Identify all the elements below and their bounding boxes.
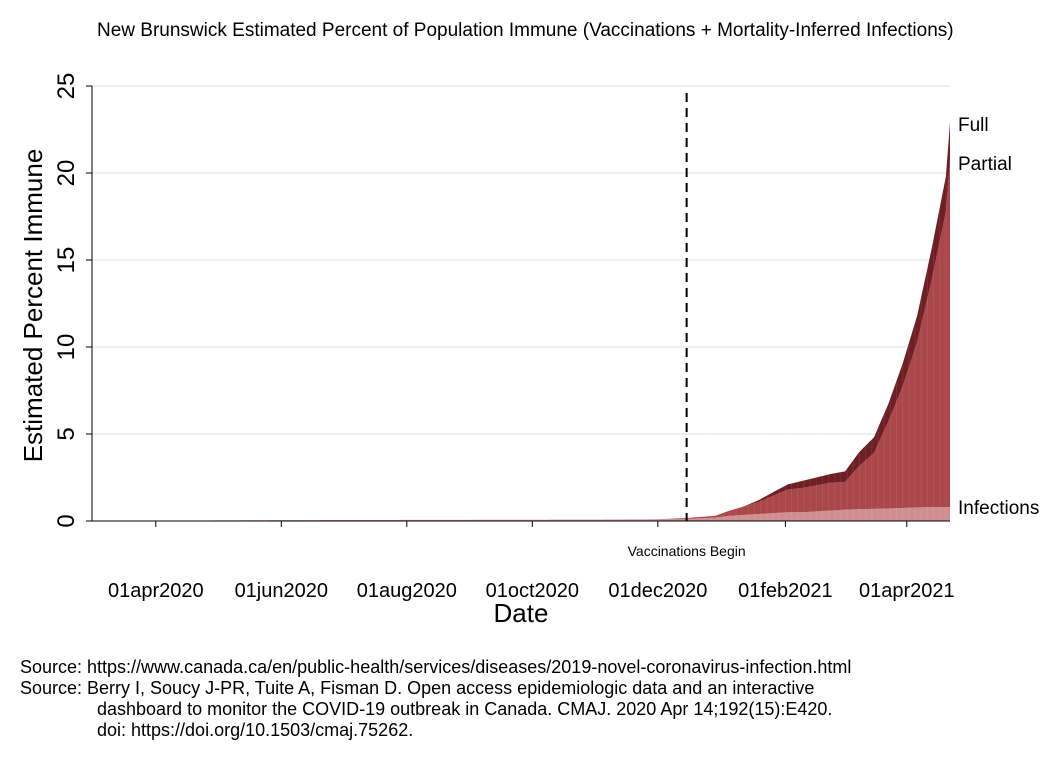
y-tick-label: 10 <box>53 334 80 361</box>
area-infections <box>92 507 950 521</box>
chart-title: New Brunswick Estimated Percent of Popul… <box>97 20 954 41</box>
x-tick-label: 01aug2020 <box>357 580 457 602</box>
x-tick-label: 01apr2021 <box>859 580 955 602</box>
series-label-infections: Infections <box>958 498 1039 519</box>
stacked-areas <box>92 86 950 521</box>
series-label-full: Full <box>958 115 989 136</box>
x-tick-label: 01feb2021 <box>738 580 833 602</box>
y-tick-label: 20 <box>53 160 80 187</box>
vaccinations-begin-label: Vaccinations Begin <box>628 543 746 559</box>
x-tick-label: 01jun2020 <box>235 580 328 602</box>
axis-labels: 0 5 10 15 20 25 01apr2020 01jun2020 01aug2020 01o… <box>18 73 1039 628</box>
source-line-4: doi: https://doi.org/10.1503/cmaj.75262. <box>97 720 414 740</box>
source-line-1: Source: https://www.canada.ca/en/public-… <box>20 657 852 677</box>
area-full <box>92 122 950 521</box>
y-axis-title: Estimated Percent Immune <box>18 149 48 463</box>
series-label-partial: Partial <box>958 154 1012 175</box>
axes <box>86 85 950 527</box>
y-tick-label: 0 <box>53 514 80 527</box>
x-axis-title: Date <box>494 598 549 628</box>
y-tick-label: 25 <box>53 73 80 100</box>
x-tick-label: 01apr2020 <box>108 580 204 602</box>
x-tick-label: 01dec2020 <box>608 580 707 602</box>
area-partial <box>92 159 950 521</box>
y-tick-label: 15 <box>53 247 80 274</box>
gridlines <box>92 85 950 435</box>
chart-plot: 0 5 10 15 20 25 01apr2020 01jun2020 01aug2020 01o… <box>18 73 1039 628</box>
y-tick-label: 5 <box>53 427 80 440</box>
source-line-3: dashboard to monitor the COVID-19 outbre… <box>97 699 833 719</box>
source-line-2: Source: Berry I, Soucy J-PR, Tuite A, Fi… <box>20 678 815 698</box>
source-notes: Source: https://www.canada.ca/en/public-… <box>20 657 1040 741</box>
x-tick-label: 01oct2020 <box>486 580 579 602</box>
